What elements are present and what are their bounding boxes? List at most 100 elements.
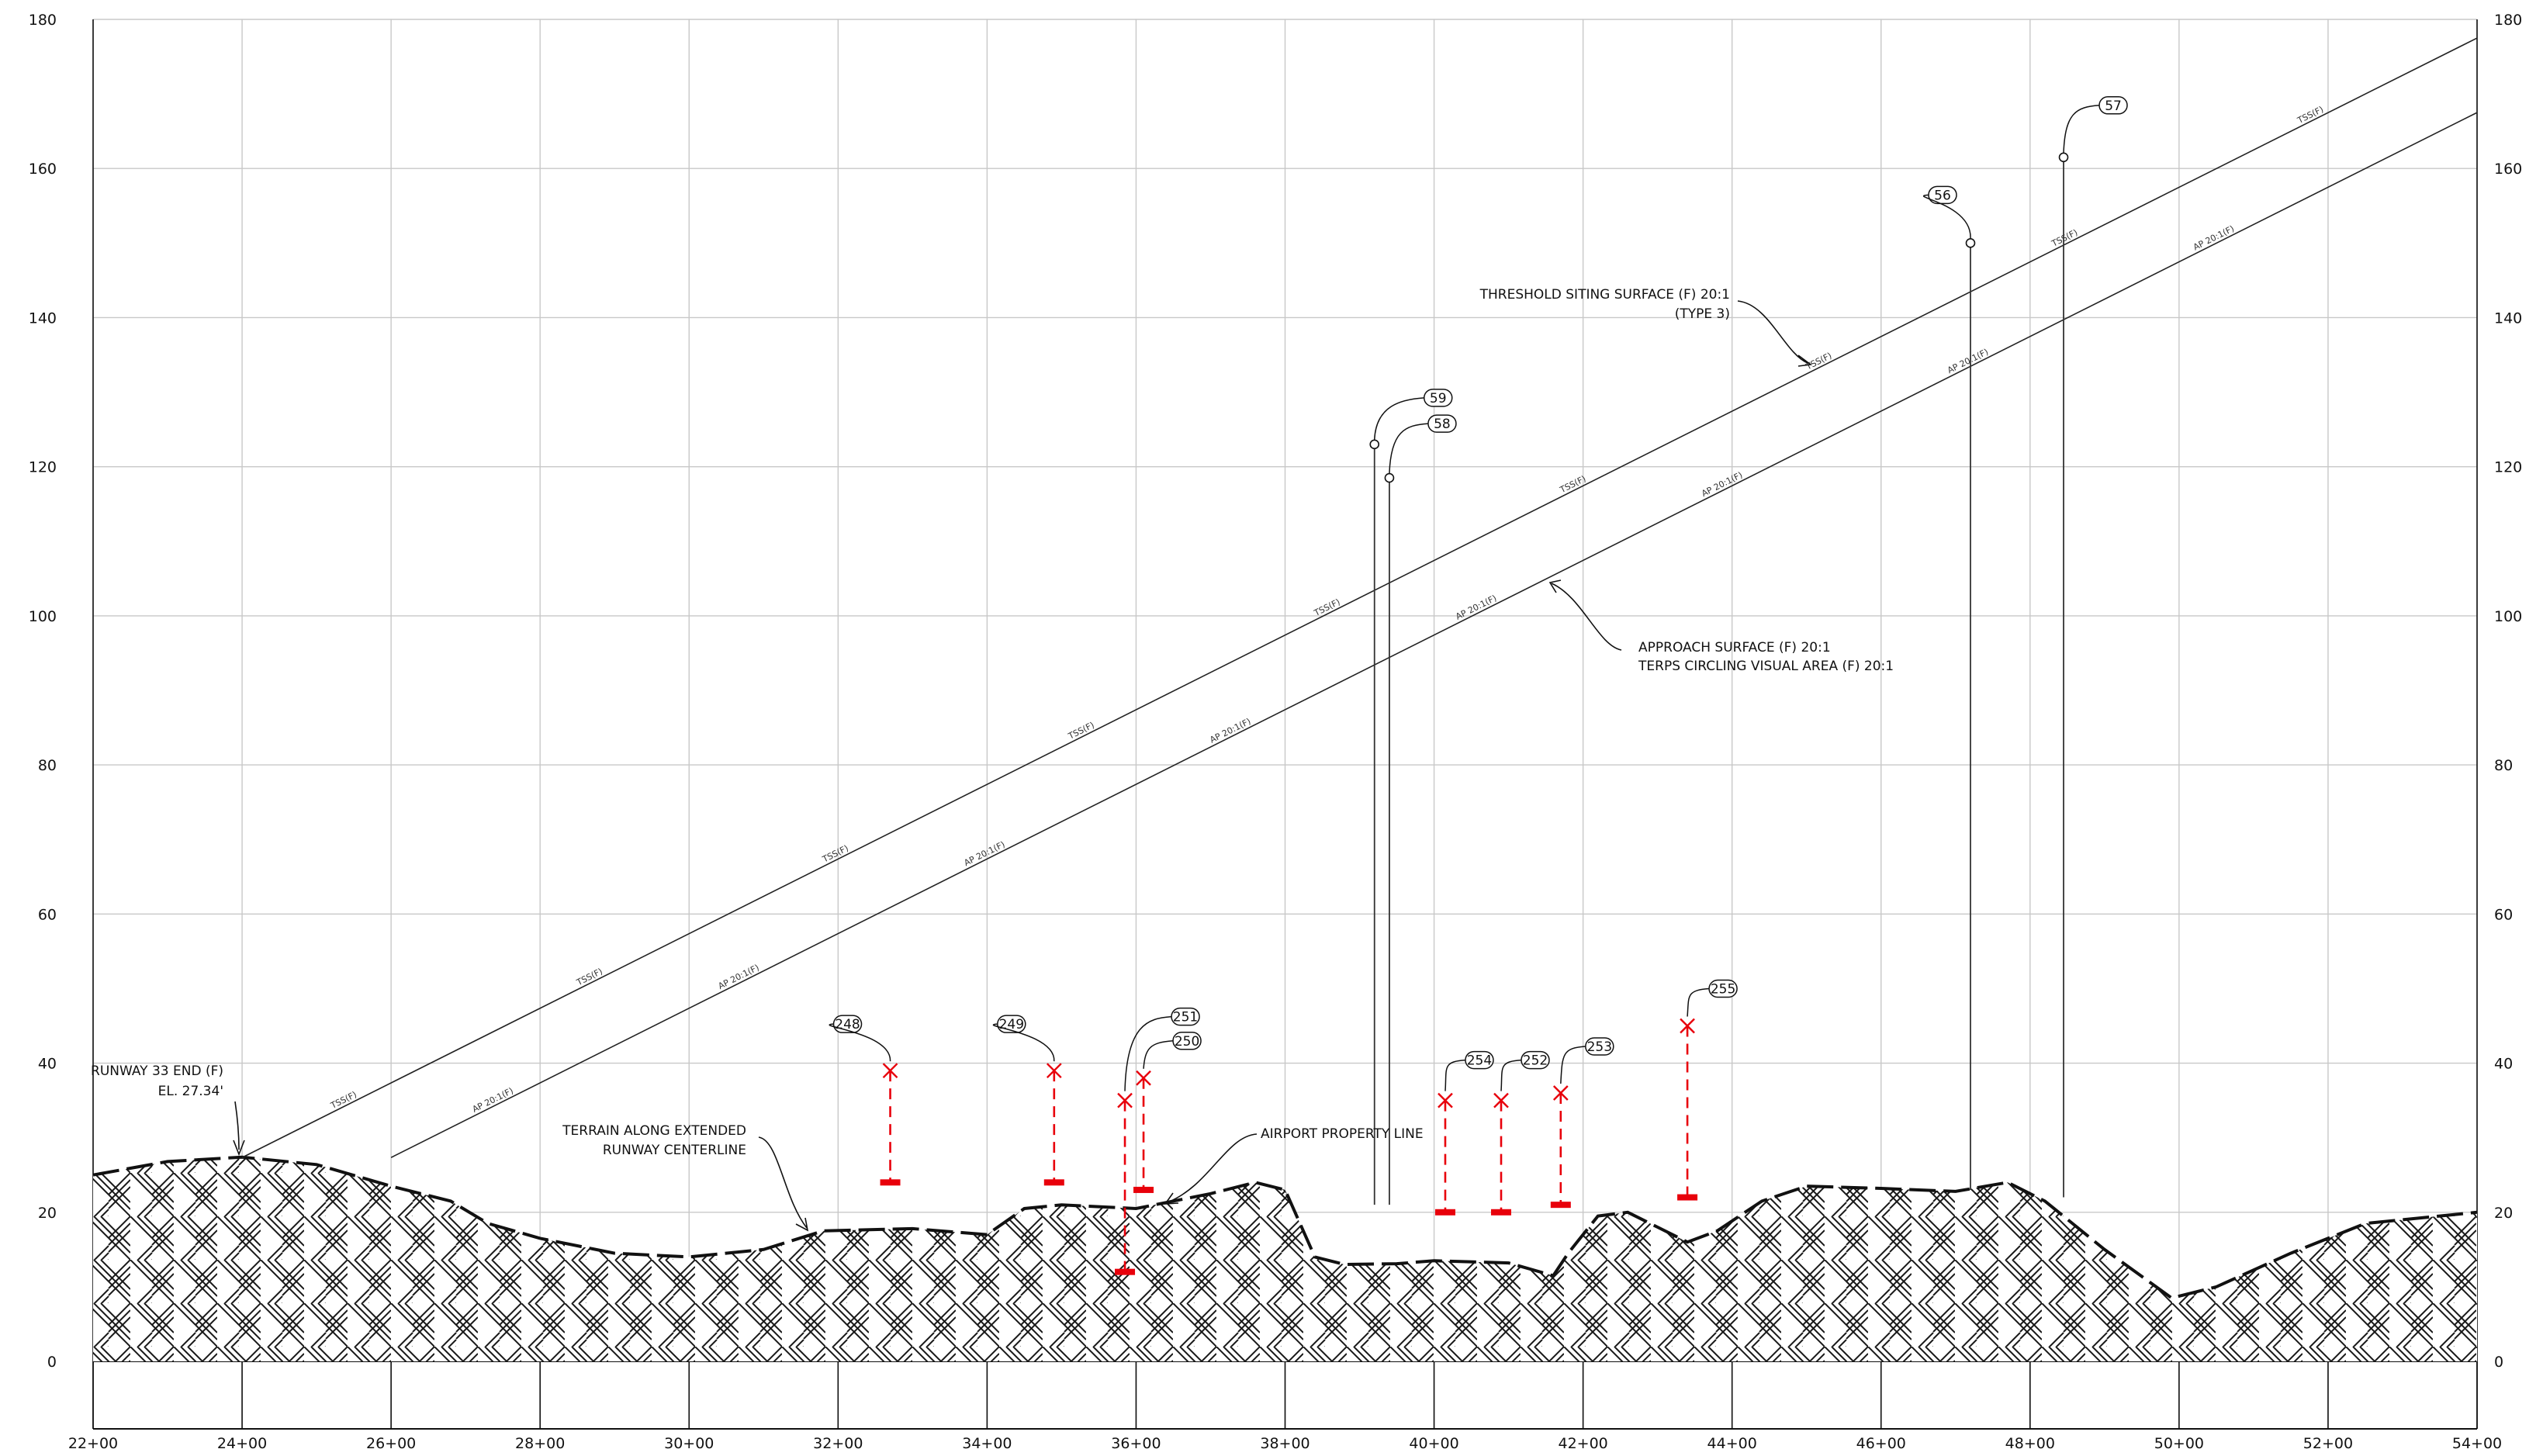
callout-leader	[1444, 1059, 1466, 1091]
callout-leader	[1922, 194, 1971, 239]
terrain-note: TERRAIN ALONG EXTENDED RUNWAY CENTERLINE	[562, 1123, 809, 1232]
callout-number: 251	[1173, 1010, 1198, 1025]
ap-surface-label: AP 20:1(F)	[1454, 593, 1498, 621]
x-tick-label: 52+00	[2303, 1435, 2353, 1452]
callout-number: 250	[1175, 1034, 1199, 1050]
y-axis-labels-left: 0 20 40 60 80 100 120 140 160 180	[29, 12, 57, 1371]
callout-number: 57	[2105, 99, 2122, 114]
obstruction-x-marker	[1493, 1092, 1509, 1108]
y-tick-label: 0	[47, 1354, 57, 1371]
obstruction-x-marker	[1117, 1092, 1133, 1108]
callout-leader	[1687, 987, 1710, 1017]
runway-end-leader	[233, 1101, 245, 1157]
tss-surface-label: TSS(F)	[820, 843, 850, 865]
y-tick-label-right: 40	[2494, 1056, 2513, 1073]
terrain-fill	[93, 1157, 2477, 1361]
obstruction-base	[1677, 1194, 1698, 1201]
tss-surface-label: TSS(F)	[2050, 227, 2080, 249]
runway-end-elevation: EL. 27.34'	[158, 1084, 223, 1099]
x-tick-label: 54+00	[2452, 1435, 2502, 1452]
x-tick-label: 24+00	[217, 1435, 267, 1452]
callout-leader	[1389, 423, 1428, 474]
obstruction-base	[1133, 1186, 1154, 1193]
obstruction-x-marker	[1046, 1063, 1062, 1079]
x-tick-label: 50+00	[2154, 1435, 2204, 1452]
threshold-label-2: (TYPE 3)	[1675, 306, 1730, 322]
obstruction-x-marker	[1136, 1070, 1151, 1086]
ap-surface-label: AP 20:1(F)	[2192, 223, 2236, 252]
y-tick-label-right: 0	[2494, 1354, 2503, 1371]
tower-top-marker	[1384, 472, 1395, 483]
y-tick-label: 160	[29, 161, 57, 178]
y-tick-label-right: 160	[2494, 161, 2522, 178]
threshold-surface-note: THRESHOLD SITING SURFACE (F) 20:1 (TYPE …	[1479, 287, 1813, 367]
x-axis-station-labels: 22+00 24+00 26+00 28+00 30+00 32+00 34+0…	[68, 1435, 2502, 1452]
obstruction-x-marker	[1438, 1092, 1453, 1108]
terrain-label-2: RUNWAY CENTERLINE	[603, 1143, 746, 1158]
ap-surface-label: AP 20:1(F)	[963, 839, 1007, 868]
y-tick-label-right: 120	[2494, 459, 2522, 476]
ap-surface-label: AP 20:1(F)	[471, 1086, 515, 1115]
y-axis-labels-right: 0 20 40 60 80 100 120 140 160 180	[2494, 12, 2522, 1371]
x-tick-label: 30+00	[664, 1435, 714, 1452]
x-tick-label: 48+00	[2005, 1435, 2055, 1452]
callout-number: 58	[1434, 417, 1451, 432]
threshold-label-1: THRESHOLD SITING SURFACE (F) 20:1	[1479, 287, 1730, 303]
x-tick-label: 42+00	[1558, 1435, 1607, 1452]
callout-number: 56	[1934, 188, 1951, 203]
approach-surface-note: APPROACH SURFACE (F) 20:1 TERPS CIRCLING…	[1548, 579, 1894, 674]
x-tick-label: 32+00	[813, 1435, 863, 1452]
approach-leader	[1548, 579, 1622, 651]
tower-top-marker	[1369, 439, 1380, 450]
x-tick-label: 44+00	[1707, 1435, 1757, 1452]
callout-number: 59	[1430, 391, 1447, 406]
approach-label-1: APPROACH SURFACE (F) 20:1	[1638, 640, 1831, 655]
property-line-label: AIRPORT PROPERTY LINE	[1261, 1126, 1424, 1142]
tower-top-marker	[1965, 238, 1976, 248]
obstruction-base	[1434, 1209, 1455, 1216]
tss-surface-label: TSS(F)	[2296, 104, 2326, 126]
terrain-label-1: TERRAIN ALONG EXTENDED	[562, 1123, 746, 1139]
terrain-leader	[758, 1136, 809, 1232]
y-tick-label: 60	[38, 906, 57, 923]
obstruction-base	[1490, 1209, 1511, 1216]
tss-surface-label: TSS(F)	[1804, 351, 1834, 372]
y-tick-label-right: 60	[2494, 906, 2513, 923]
y-tick-label: 180	[29, 12, 57, 29]
x-tick-label: 46+00	[1856, 1435, 1906, 1452]
y-tick-label: 140	[29, 310, 57, 327]
ap-surface-label: AP 20:1(F)	[1700, 470, 1744, 499]
callout-leader	[992, 1023, 1055, 1062]
y-tick-label: 20	[38, 1205, 57, 1222]
tss-surface-line	[241, 37, 2478, 1158]
y-tick-label-right: 20	[2494, 1205, 2513, 1222]
y-tick-label: 100	[29, 608, 57, 625]
callout-leader	[1124, 1015, 1172, 1091]
y-tick-label: 40	[38, 1056, 57, 1073]
ap-surface-line	[390, 112, 2478, 1158]
obstruction-x-marker	[1552, 1085, 1569, 1101]
obstruction-base	[1043, 1179, 1064, 1186]
ap-surface-label: AP 20:1(F)	[1208, 716, 1252, 745]
runway-end-note: RUNWAY 33 END (F) EL. 27.34'	[91, 1063, 245, 1157]
y-tick-label: 80	[38, 757, 57, 774]
approach-label-2: TERPS CIRCLING VISUAL AREA (F) 20:1	[1638, 659, 1894, 674]
callout-leader	[829, 1023, 891, 1062]
callout-leader	[1373, 397, 1424, 440]
callout-number: 252	[1523, 1053, 1548, 1069]
ap-surface-label: AP 20:1(F)	[1946, 347, 1990, 375]
terrain-profile	[92, 1155, 2478, 1361]
x-tick-label: 34+00	[962, 1435, 1012, 1452]
tower-obstructions: 59 58 56 57	[1369, 96, 2128, 1205]
x-tick-label: 26+00	[366, 1435, 416, 1452]
obstruction-base	[1115, 1268, 1136, 1275]
x-tick-label: 22+00	[68, 1435, 118, 1452]
callout-leader	[1500, 1059, 1522, 1091]
callout-leader	[1143, 1040, 1174, 1069]
imaginary-surfaces: TSS(F) TSS(F) TSS(F) TSS(F) TSS(F) TSS(F) TSS(…	[241, 37, 2478, 1158]
obstruction-base	[1550, 1202, 1571, 1209]
tss-surface-label: TSS(F)	[574, 967, 604, 988]
property-line-note: AIRPORT PROPERTY LINE	[1164, 1126, 1424, 1205]
callout-number: 253	[1587, 1039, 1612, 1055]
